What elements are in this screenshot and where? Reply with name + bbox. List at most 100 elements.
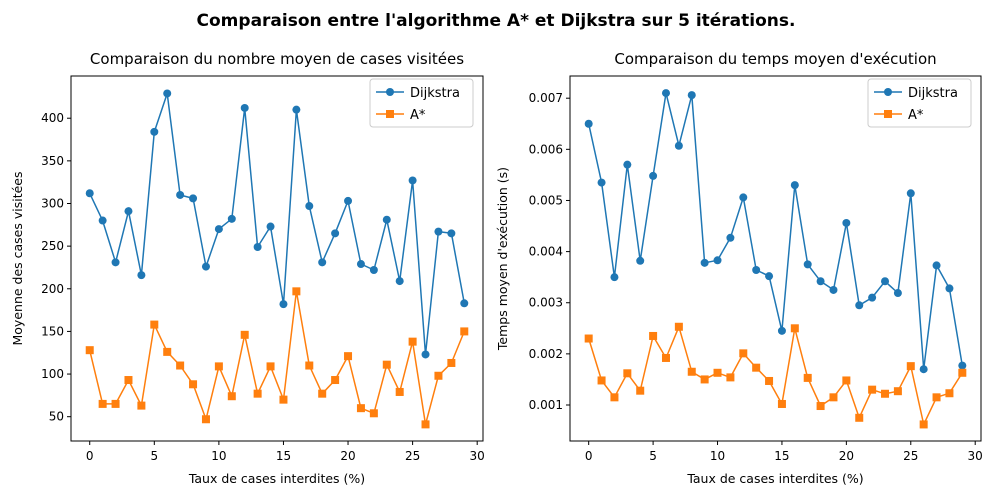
- a-point: [85, 346, 94, 355]
- dijkstra-point: [958, 361, 967, 370]
- a-point: [137, 401, 146, 410]
- a-point: [408, 337, 417, 346]
- dijkstra-point: [816, 277, 825, 286]
- legend-box: [867, 78, 972, 128]
- a-point: [240, 330, 249, 339]
- y-axis-label: Moyenne des cases visitées: [10, 171, 25, 345]
- a-point: [687, 367, 696, 376]
- dijkstra-point: [395, 277, 404, 286]
- a-point: [98, 399, 107, 408]
- a-point: [331, 376, 340, 385]
- y-tick-label: 100: [41, 367, 64, 381]
- a-point: [189, 380, 198, 389]
- dijkstra-point: [739, 193, 748, 202]
- x-tick-label: 30: [470, 449, 485, 463]
- dijkstra-point: [240, 103, 249, 112]
- a-point: [227, 392, 236, 401]
- a-series-line: [88, 290, 465, 426]
- dijkstra-point: [305, 202, 314, 211]
- dijkstra-point: [356, 260, 365, 269]
- dijkstra-point: [292, 105, 301, 114]
- y-axis-label: Temps moyen d'exécution (s): [495, 167, 510, 351]
- a-point: [421, 420, 430, 429]
- y-tick-label: 300: [41, 196, 64, 210]
- dijkstra-point: [189, 194, 198, 203]
- y-tick-label: 400: [41, 111, 64, 125]
- dijkstra-point: [674, 141, 683, 150]
- dijkstra-point: [765, 272, 774, 281]
- x-tick-label: 0: [86, 449, 94, 463]
- a-point: [713, 368, 722, 377]
- a-point: [726, 373, 735, 382]
- a-point: [584, 334, 593, 343]
- a-point: [661, 353, 670, 362]
- a-point: [318, 389, 327, 398]
- dijkstra-point: [893, 289, 902, 298]
- dijkstra-point: [318, 258, 327, 267]
- dijkstra-point: [421, 350, 430, 359]
- legend: Dijkstra A*: [369, 78, 474, 128]
- dijkstra-legend-marker: [386, 88, 394, 96]
- a-point: [636, 386, 645, 395]
- dijkstra-point: [98, 216, 107, 225]
- x-axis-label: Taux de cases interdites (%): [188, 471, 365, 486]
- a-point: [447, 358, 456, 367]
- a-point: [111, 399, 120, 408]
- y-tick-label: 0.006: [529, 142, 563, 156]
- a-point: [803, 373, 812, 382]
- dijkstra-point: [279, 300, 288, 309]
- a-point: [253, 389, 262, 398]
- a-point: [932, 393, 941, 402]
- dijkstra-legend-marker: [884, 88, 892, 96]
- a-point: [752, 363, 761, 372]
- a-point: [597, 376, 606, 385]
- panel-visited-cells: Comparaison du nombre moyen de cases vis…: [10, 50, 485, 486]
- dijkstra-series-line: [587, 92, 964, 370]
- a-point: [906, 362, 915, 371]
- dijkstra-point: [919, 365, 928, 374]
- dijkstra-point: [382, 215, 391, 224]
- a-point: [842, 376, 851, 385]
- x-axis-label: Taux de cases interdites (%): [686, 471, 863, 486]
- y-tick-label: 0.007: [529, 91, 563, 105]
- dijkstra-point: [803, 260, 812, 269]
- dijkstra-point: [163, 89, 172, 98]
- a-point: [674, 322, 683, 331]
- dijkstra-point: [597, 178, 606, 187]
- dijkstra-point: [649, 171, 658, 180]
- dijkstra-point: [408, 176, 417, 185]
- dijkstra-point: [726, 233, 735, 242]
- dijkstra-point: [85, 189, 94, 198]
- x-tick-label: 20: [340, 449, 355, 463]
- x-tick-label: 5: [649, 449, 657, 463]
- x-tick-label: 5: [150, 449, 158, 463]
- a-point: [610, 393, 619, 402]
- dijkstra-point: [176, 190, 185, 199]
- figure-suptitle: Comparaison entre l'algorithme A* et Dij…: [197, 11, 796, 31]
- dijkstra-point: [610, 273, 619, 282]
- x-tick-label: 15: [774, 449, 789, 463]
- a-point: [214, 362, 223, 371]
- dijkstra-point: [344, 196, 353, 205]
- dijkstra-point: [868, 293, 877, 302]
- a-point: [829, 393, 838, 402]
- y-tick-label: 250: [41, 239, 64, 253]
- dijkstra-point: [790, 181, 799, 190]
- a-point: [163, 347, 172, 356]
- panel-execution-time: Comparaison du temps moyen d'exécution 0 5…: [495, 50, 983, 486]
- a-point: [395, 387, 404, 396]
- dijkstra-point: [266, 222, 275, 231]
- a-point: [958, 368, 967, 377]
- y-tick-label: 0.001: [529, 398, 563, 412]
- axes-frame: [569, 75, 982, 442]
- a-point: [369, 409, 378, 418]
- a-point: [344, 352, 353, 361]
- dijkstra-point: [460, 299, 469, 308]
- a-point: [124, 376, 133, 385]
- a-point: [305, 361, 314, 370]
- a-legend-marker: [386, 110, 394, 118]
- dijkstra-point: [945, 284, 954, 293]
- dijkstra-point: [636, 256, 645, 265]
- dijkstra-point: [687, 91, 696, 100]
